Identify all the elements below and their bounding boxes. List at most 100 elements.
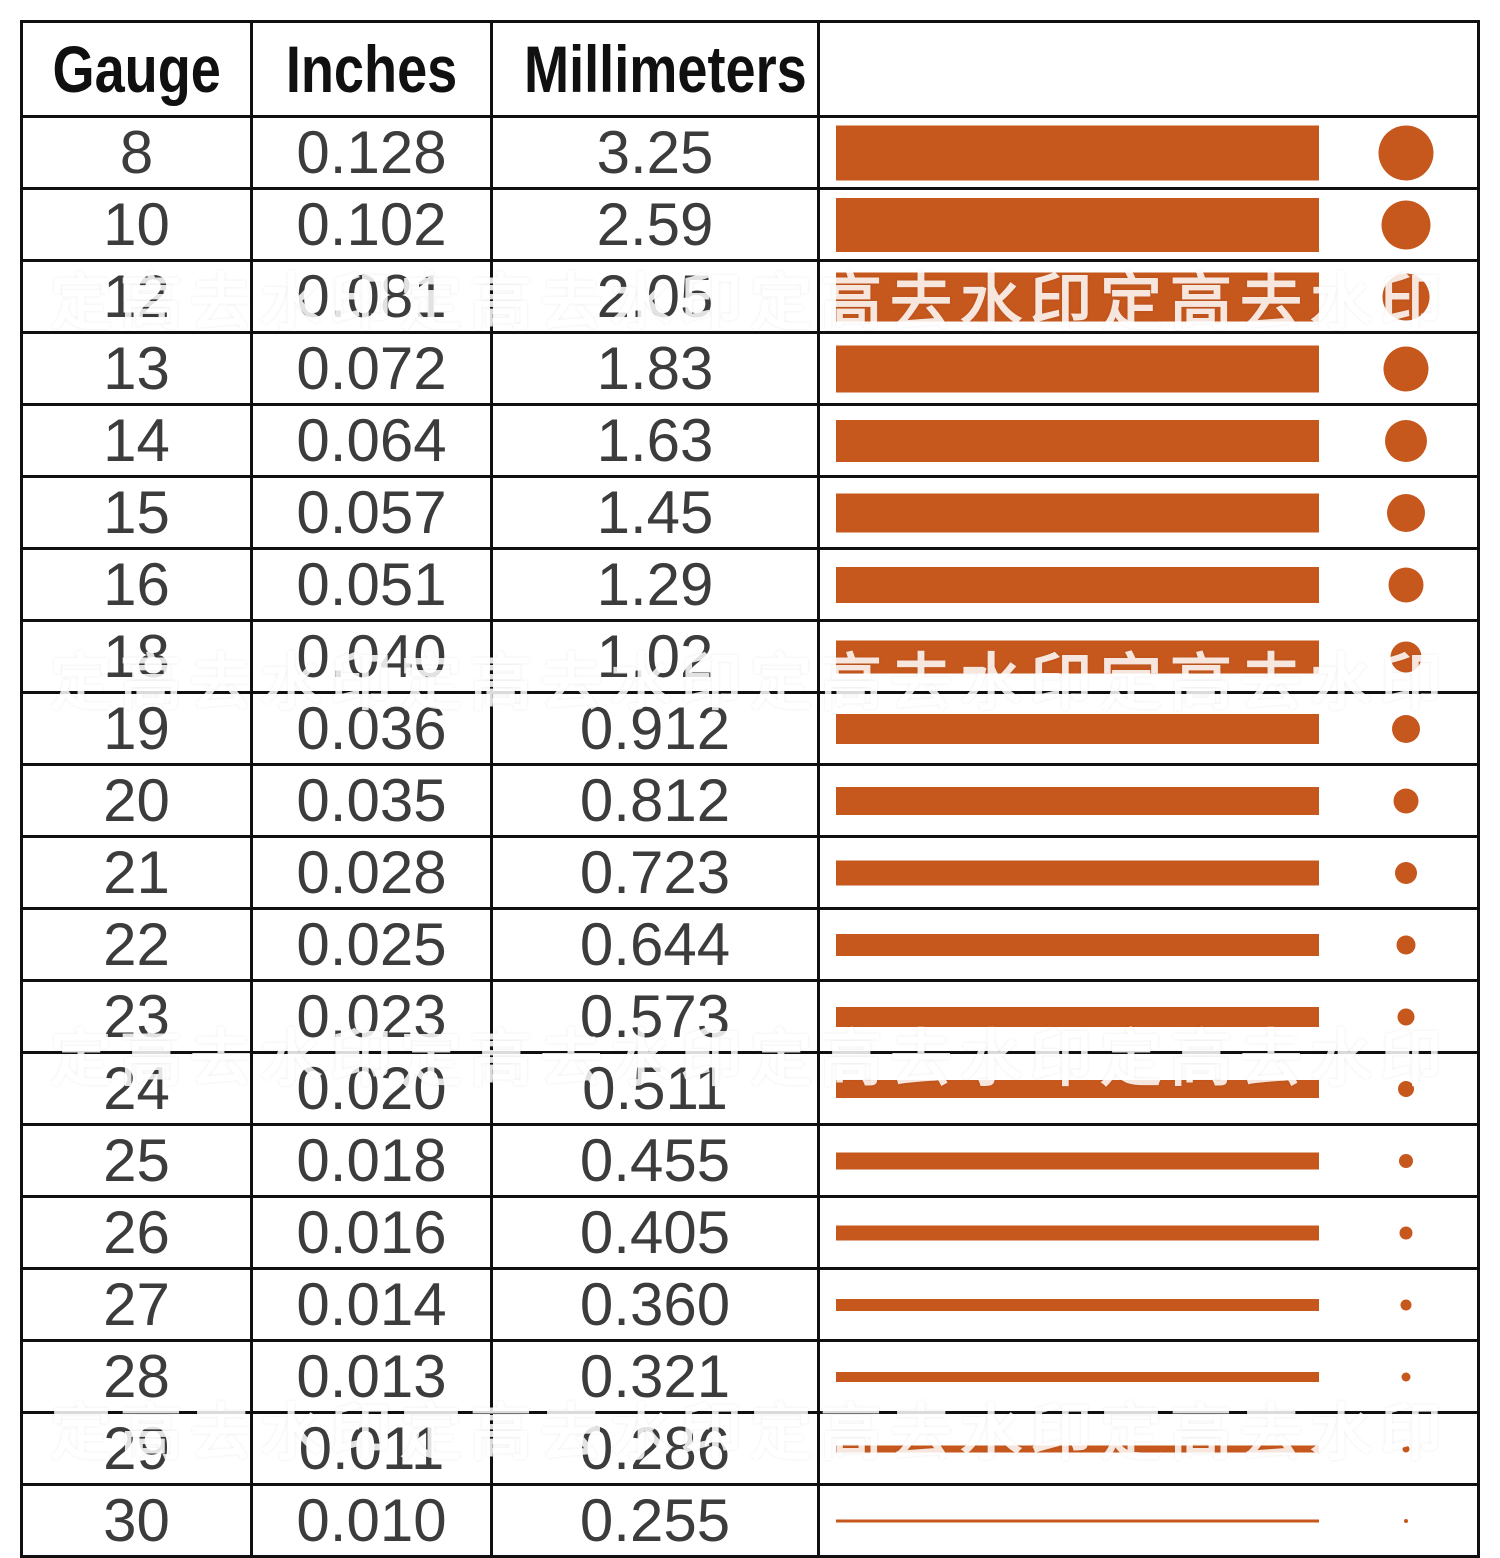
wire-visual-cell xyxy=(817,1267,1480,1342)
millimeters-cell: 0.573 xyxy=(490,979,820,1054)
wire-thickness-bar xyxy=(836,786,1319,815)
wire-visual-cell xyxy=(817,115,1480,190)
wire-visual-cell xyxy=(817,547,1480,622)
wire-thickness-bar xyxy=(836,1006,1319,1027)
gauge-cell: 26 xyxy=(20,1195,253,1270)
wire-cross-section-dot xyxy=(1395,861,1417,884)
wire-visual-cell xyxy=(817,1123,1480,1198)
table-row: 26 0.016 0.405 xyxy=(20,1195,1480,1270)
inches-cell: 0.010 xyxy=(250,1483,493,1558)
gauge-cell: 10 xyxy=(20,187,253,262)
gauge-cell: 12 xyxy=(20,259,253,334)
wire-cross-section-dot xyxy=(1396,935,1416,954)
wire-cross-section-dot xyxy=(1401,1372,1411,1381)
wire-cross-section-dot xyxy=(1404,1518,1408,1523)
millimeters-cell: 0.812 xyxy=(490,763,820,838)
header-row: Gauge Inches Millimeters xyxy=(20,20,1480,118)
wire-thickness-bar xyxy=(836,566,1319,603)
gauge-cell: 28 xyxy=(20,1339,253,1414)
gauge-cell: 25 xyxy=(20,1123,253,1198)
table-row: 22 0.025 0.644 xyxy=(20,907,1480,982)
table-row: 14 0.064 1.63 xyxy=(20,403,1480,478)
header-gauge: Gauge xyxy=(20,20,253,118)
inches-cell: 0.057 xyxy=(250,475,493,550)
millimeters-cell: 1.02 xyxy=(490,619,820,694)
wire-cross-section-dot xyxy=(1398,1080,1414,1097)
inches-cell: 0.040 xyxy=(250,619,493,694)
wire-cross-section-dot xyxy=(1381,200,1431,249)
gauge-cell: 8 xyxy=(20,115,253,190)
wire-visual-cell xyxy=(817,979,1480,1054)
wire-visual-cell xyxy=(817,835,1480,910)
table-row: 18 0.040 1.02 xyxy=(20,619,1480,694)
gauge-cell: 29 xyxy=(20,1411,253,1486)
wire-visual-cell xyxy=(817,1411,1480,1486)
wire-cross-section-dot xyxy=(1382,273,1430,320)
wire-thickness-bar xyxy=(836,272,1319,321)
wire-thickness-bar xyxy=(836,640,1319,673)
wire-cross-section-dot xyxy=(1387,493,1425,532)
wire-thickness-bar xyxy=(836,197,1319,252)
wire-thickness-bar xyxy=(836,1445,1319,1452)
gauge-cell: 23 xyxy=(20,979,253,1054)
inches-cell: 0.025 xyxy=(250,907,493,982)
millimeters-cell: 3.25 xyxy=(490,115,820,190)
wire-cross-section-dot xyxy=(1378,125,1434,180)
table-row: 19 0.036 0.912 xyxy=(20,691,1480,766)
wire-thickness-bar xyxy=(836,1079,1319,1098)
table-row: 25 0.018 0.455 xyxy=(20,1123,1480,1198)
gauge-cell: 30 xyxy=(20,1483,253,1558)
table-row: 16 0.051 1.29 xyxy=(20,547,1480,622)
millimeters-cell: 0.511 xyxy=(490,1051,820,1126)
inches-cell: 0.014 xyxy=(250,1267,493,1342)
inches-cell: 0.072 xyxy=(250,331,493,406)
millimeters-cell: 1.29 xyxy=(490,547,820,622)
millimeters-cell: 1.63 xyxy=(490,403,820,478)
gauge-cell: 24 xyxy=(20,1051,253,1126)
table-row: 13 0.072 1.83 xyxy=(20,331,1480,406)
wire-visual-cell xyxy=(817,691,1480,766)
wire-thickness-bar xyxy=(836,1371,1319,1382)
wire-cross-section-dot xyxy=(1393,788,1419,813)
gauge-cell: 21 xyxy=(20,835,253,910)
gauge-cell: 15 xyxy=(20,475,253,550)
header-gauge-label: Gauge xyxy=(52,32,221,106)
wire-thickness-bar xyxy=(836,713,1319,744)
header-inches-label: Inches xyxy=(285,32,458,106)
millimeters-cell: 0.455 xyxy=(490,1123,820,1198)
wire-cross-section-dot xyxy=(1397,1008,1415,1025)
wire-visual-cell xyxy=(817,259,1480,334)
wire-thickness-bar xyxy=(836,933,1319,956)
wire-cross-section-dot xyxy=(1385,419,1427,462)
gauge-cell: 22 xyxy=(20,907,253,982)
wire-visual-cell xyxy=(817,187,1480,262)
table-row: 21 0.028 0.723 xyxy=(20,835,1480,910)
millimeters-cell: 2.59 xyxy=(490,187,820,262)
wire-thickness-bar xyxy=(836,860,1319,885)
wire-thickness-bar xyxy=(836,419,1319,462)
inches-cell: 0.013 xyxy=(250,1339,493,1414)
millimeters-cell: 2.05 xyxy=(490,259,820,334)
millimeters-cell: 1.45 xyxy=(490,475,820,550)
inches-cell: 0.011 xyxy=(250,1411,493,1486)
table-row: 20 0.035 0.812 xyxy=(20,763,1480,838)
wire-visual-cell xyxy=(817,1195,1480,1270)
inches-cell: 0.020 xyxy=(250,1051,493,1126)
inches-cell: 0.128 xyxy=(250,115,493,190)
table-row: 30 0.010 0.255 xyxy=(20,1483,1480,1558)
gauge-cell: 20 xyxy=(20,763,253,838)
gauge-cell: 16 xyxy=(20,547,253,622)
inches-cell: 0.035 xyxy=(250,763,493,838)
inches-cell: 0.023 xyxy=(250,979,493,1054)
wire-thickness-bar xyxy=(836,1519,1319,1522)
wire-thickness-bar xyxy=(836,345,1319,392)
table-row: 28 0.013 0.321 xyxy=(20,1339,1480,1414)
wire-visual-cell xyxy=(817,619,1480,694)
table-row: 10 0.102 2.59 xyxy=(20,187,1480,262)
millimeters-cell: 0.286 xyxy=(490,1411,820,1486)
wire-cross-section-dot xyxy=(1399,1226,1413,1239)
millimeters-cell: 0.255 xyxy=(490,1483,820,1558)
table-row: 8 0.128 3.25 xyxy=(20,115,1480,190)
gauge-cell: 18 xyxy=(20,619,253,694)
wire-thickness-bar xyxy=(836,493,1319,532)
